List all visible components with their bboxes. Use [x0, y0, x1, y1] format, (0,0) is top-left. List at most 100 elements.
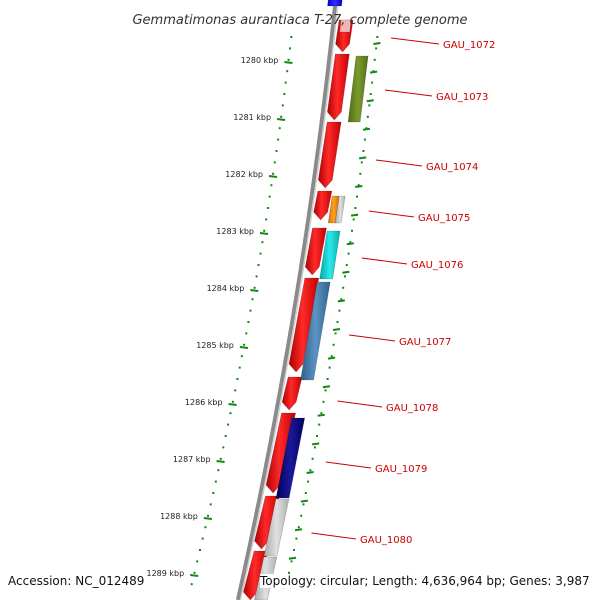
scale-dot: [369, 93, 372, 95]
scale-dot: [359, 172, 362, 175]
scale-dash: [342, 270, 350, 274]
scale-dash: [359, 156, 367, 160]
scale-dot: [340, 298, 343, 301]
gene-track: [243, 0, 369, 600]
kbp-label: 1282 kbp: [225, 170, 263, 179]
scale-dot: [357, 184, 360, 187]
scale-dash: [300, 499, 309, 503]
gene-label[interactable]: GAU_1076: [411, 260, 463, 271]
kbp-label: 1281 kbp: [233, 113, 271, 122]
scale-dot: [347, 252, 350, 255]
scale-dash: [337, 299, 345, 303]
scale-dot: [290, 560, 293, 563]
gene-arrow: [327, 0, 343, 7]
genome-backbone: [235, 0, 339, 600]
scale-dot: [295, 537, 298, 540]
scale-dot: [257, 264, 260, 266]
gene-label[interactable]: GAU_1080: [360, 535, 412, 546]
scale-dot: [272, 172, 275, 175]
scale-dot: [199, 549, 201, 551]
scale-dot: [253, 286, 256, 289]
label-leader: [375, 159, 423, 167]
scale-dash: [369, 70, 378, 74]
gene-arrow: [300, 281, 331, 381]
kbp-tick: [276, 118, 286, 121]
scale-dot: [196, 560, 199, 563]
scale-dot: [332, 343, 335, 346]
gene-arrow: [275, 417, 306, 499]
kbp-label: 1287 kbp: [173, 455, 211, 464]
gene-label[interactable]: GAU_1078: [386, 403, 438, 414]
scale-dot: [259, 252, 262, 255]
scale-dot: [318, 423, 321, 426]
scale-dash: [294, 528, 303, 532]
scale-dot: [345, 264, 348, 266]
kbp-tick: [216, 460, 225, 463]
scale-dot: [275, 150, 278, 152]
scale-dot: [273, 161, 276, 164]
scale-dot: [265, 218, 268, 221]
kbp-label: 1280 kbp: [241, 56, 279, 65]
scale-dot: [362, 150, 365, 152]
scale-dot: [311, 457, 314, 460]
scale-dash: [346, 242, 354, 246]
kbp-label: 1283 kbp: [216, 227, 254, 236]
scale-dot: [349, 241, 352, 244]
scale-dot: [338, 309, 341, 312]
scale-dash: [327, 356, 336, 360]
scale-dot: [284, 81, 287, 84]
scale-dot: [217, 469, 220, 472]
scale-dash: [373, 42, 381, 45]
scale-dot: [373, 58, 376, 61]
scale-dot: [328, 366, 331, 369]
label-leader: [311, 532, 357, 540]
gene-arrow: [327, 53, 350, 121]
gene-arrow: [281, 376, 303, 411]
scale-dot: [365, 127, 368, 130]
scale-dot: [236, 378, 239, 380]
kbp-tick: [250, 289, 259, 292]
scale-dot: [304, 492, 307, 494]
scale-dot: [300, 514, 303, 517]
scale-dot: [209, 503, 212, 506]
scale-dot: [222, 446, 225, 449]
scale-dot: [320, 412, 323, 415]
scale-dot: [224, 435, 227, 437]
scale-dash: [332, 328, 341, 331]
scale-dot: [247, 321, 250, 323]
scale-dot: [360, 161, 363, 164]
scale-dot: [283, 93, 286, 95]
scale-dot: [336, 321, 339, 323]
gene-label[interactable]: GAU_1075: [418, 213, 470, 224]
scale-dot: [193, 571, 196, 574]
scale-dot: [307, 480, 310, 483]
genome-backbone-highlight: [239, 0, 339, 600]
scale-dot: [212, 492, 215, 494]
gene-arrow: [319, 230, 341, 280]
scale-dot: [255, 275, 258, 278]
scale-dash: [366, 99, 374, 103]
scale-dot: [313, 446, 316, 449]
kbp-label: 1288 kbp: [160, 512, 198, 521]
scale-dot: [190, 583, 193, 586]
gene-label[interactable]: GAU_1077: [399, 337, 451, 348]
gene-label[interactable]: GAU_1073: [436, 92, 488, 103]
scale-dash: [355, 185, 363, 188]
scale-dot: [334, 332, 337, 335]
scale-dot: [251, 298, 254, 301]
gene-arrow: [288, 277, 320, 373]
gene-arrow: [304, 227, 327, 276]
scale-dot: [277, 138, 280, 141]
scale-dot: [231, 400, 234, 403]
scale-dash: [362, 127, 371, 131]
gene-label[interactable]: GAU_1079: [375, 464, 427, 475]
gene-label[interactable]: GAU_1072: [443, 40, 495, 51]
scale-dot: [356, 195, 358, 198]
gene-arrow: [263, 498, 290, 557]
scale-dot: [297, 526, 300, 529]
scale-dot: [287, 58, 290, 61]
scale-dot: [201, 537, 204, 540]
scale-dot: [290, 36, 293, 38]
gene-label[interactable]: GAU_1074: [426, 162, 478, 173]
scale-dot: [281, 104, 284, 107]
